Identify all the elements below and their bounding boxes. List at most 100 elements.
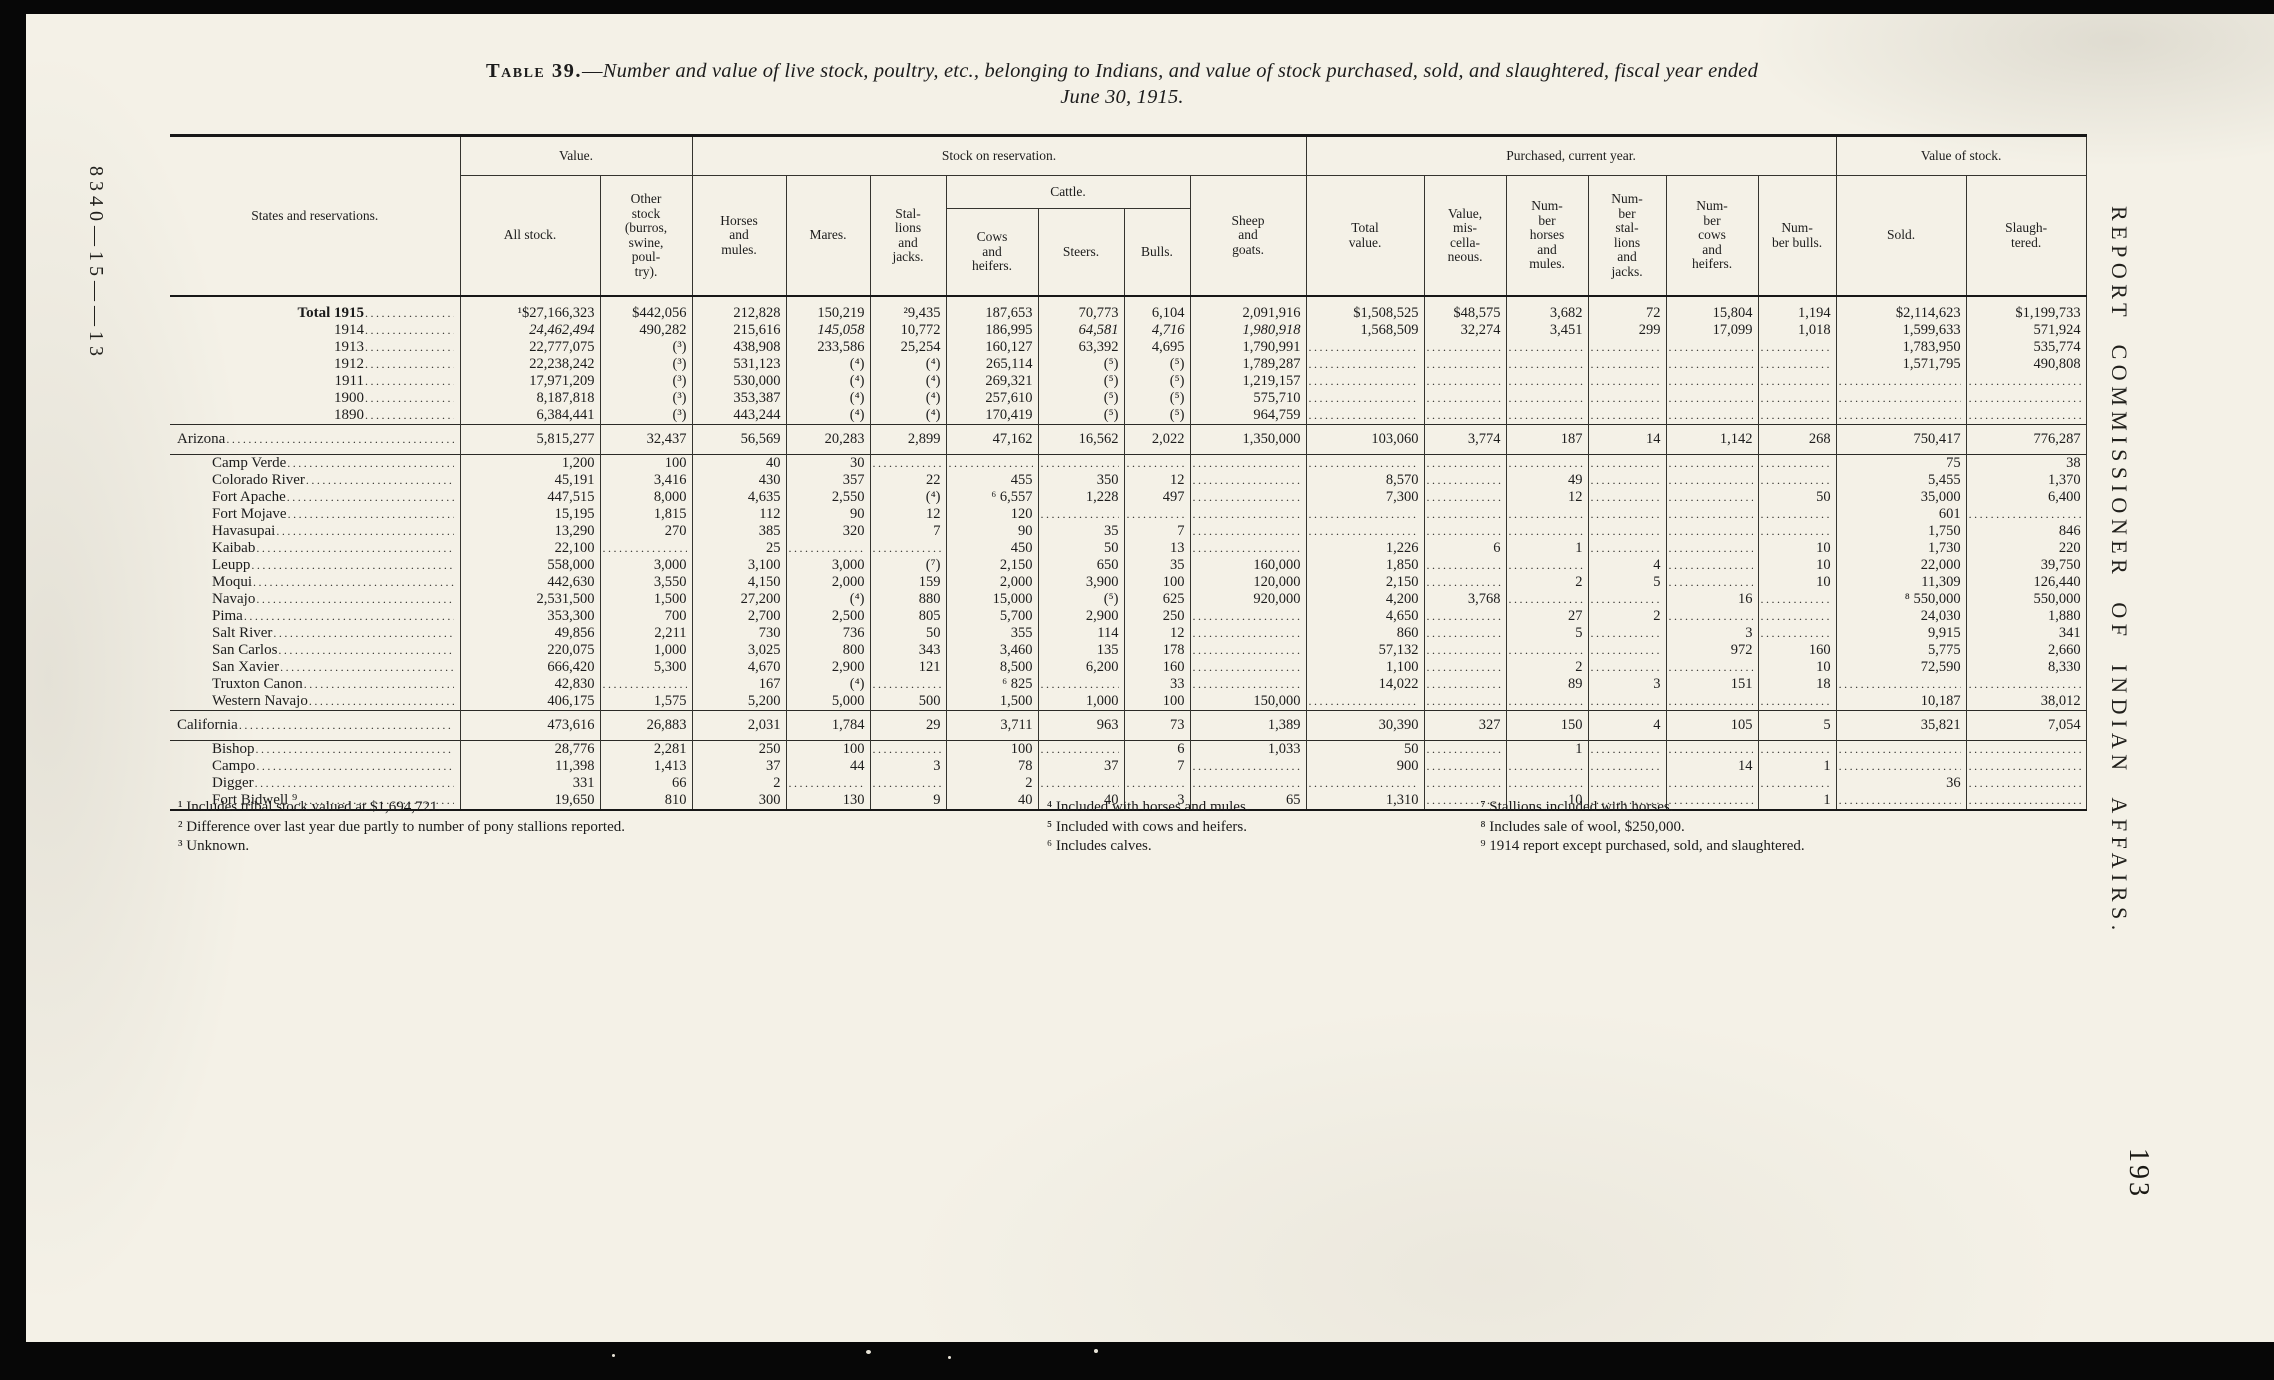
data-cell: 121 [870,659,947,676]
data-cell: 2,031 [692,710,787,741]
col-header-other-stock: Other stock (burros, swine, poul- try). [600,175,693,296]
table-row-digger: Digger331662236 [170,774,2087,792]
empty-cell-dots [1427,694,1501,710]
data-cell [1424,407,1507,425]
data-cell: (⁵) [1038,591,1125,608]
data-cell: 2,150 [1306,574,1425,591]
data-cell: 35,000 [1836,489,1967,506]
data-cell [1424,676,1507,693]
data-cell [1588,693,1667,711]
data-cell: 2 [946,775,1039,792]
group-header-cattle: Cattle. [946,175,1191,209]
data-cell [1424,642,1507,659]
data-cell: 170,419 [946,407,1039,425]
data-cell: 100 [786,740,871,758]
dot-leader [287,456,453,472]
data-cell [1424,472,1507,489]
print-order-number: 8340—15——13 [85,166,107,361]
empty-cell-dots [873,677,941,693]
data-cell: 33 [1124,676,1191,693]
scan-speck [612,1354,615,1357]
data-cell: 30,390 [1306,710,1425,741]
data-cell [1758,506,1837,523]
data-cell: 497 [1124,489,1191,506]
dot-leader [256,592,453,608]
data-cell: 65 [1190,792,1307,810]
data-cell [1666,407,1759,425]
data-cell [1666,356,1759,373]
empty-cell-dots [1427,473,1501,489]
data-cell [1190,506,1307,523]
data-cell: 530,000 [692,373,787,390]
empty-cell-dots [1591,490,1661,506]
data-cell: 1 [1506,540,1589,557]
data-cell: ⁶ 825 [946,676,1039,693]
data-cell: 666,420 [460,659,601,676]
footnote: ⁶ Includes calves. [1046,838,1152,854]
data-cell: 14 [1588,424,1667,455]
empty-cell-dots [949,456,1033,472]
data-cell [1588,472,1667,489]
empty-cell-dots [1193,507,1301,523]
data-cell: 6,200 [1038,659,1125,676]
data-cell [1588,373,1667,390]
dot-leader [255,776,454,792]
empty-cell-dots [1509,507,1583,523]
data-cell [1588,792,1667,810]
data-cell: 19,650 [460,792,601,810]
col-header-horses-mules: Horses and mules. [692,175,787,296]
data-cell [1758,339,1837,356]
data-cell: 964,759 [1190,407,1307,425]
empty-cell-dots [873,742,941,758]
data-cell [1306,506,1425,523]
data-cell: 2,900 [786,659,871,676]
empty-cell-dots [1509,357,1583,373]
data-cell: 700 [600,608,693,625]
title-line2: June 30, 1915. [1060,86,1184,108]
row-label: 1900 [170,390,461,407]
data-cell [1190,625,1307,642]
data-cell [600,540,693,557]
data-cell: 3,682 [1506,296,1589,322]
empty-cell-dots [1591,357,1661,373]
data-cell: 1,350,000 [1190,424,1307,455]
scan-speck [1094,1349,1098,1353]
dot-leader [365,323,454,339]
data-cell: 130 [786,792,871,810]
empty-cell-dots [873,541,941,557]
running-head: REPORT COMMISSIONER OF INDIAN AFFAIRS. [2107,206,2132,936]
data-cell: 100 [600,454,693,472]
data-cell: 63,392 [1038,339,1125,356]
data-cell: 1,568,509 [1306,322,1425,339]
empty-cell-dots [1669,660,1753,676]
row-label: Fort Apache [170,489,461,506]
data-cell [1588,489,1667,506]
dot-leader [365,408,454,424]
row-label-text: San Xavier [212,658,280,675]
empty-cell-dots [1669,575,1753,591]
empty-cell-dots [789,776,865,792]
data-cell: 5,300 [600,659,693,676]
data-cell [1758,775,1837,792]
table-body: Total 1915¹$27,166,323$442,056212,828150… [170,296,2087,810]
col-header-steers: Steers. [1038,208,1125,296]
row-label-text: Digger [212,774,254,791]
empty-cell-dots [1193,473,1301,489]
data-cell: 2,000 [946,574,1039,591]
empty-cell-dots [1669,473,1753,489]
empty-cell-dots [1509,776,1583,792]
data-cell: (⁵) [1038,407,1125,425]
data-cell: 3,000 [600,557,693,574]
data-cell [1506,373,1589,390]
data-cell: $48,575 [1424,296,1507,322]
empty-cell-dots [1761,340,1831,356]
data-cell: 805 [870,608,947,625]
data-cell: ²9,435 [870,296,947,322]
data-cell [1190,608,1307,625]
data-cell: 6,104 [1124,296,1191,322]
data-cell: 160,127 [946,339,1039,356]
data-cell: 736 [786,625,871,642]
scan-speck [948,1356,951,1359]
data-cell: 50 [1758,489,1837,506]
